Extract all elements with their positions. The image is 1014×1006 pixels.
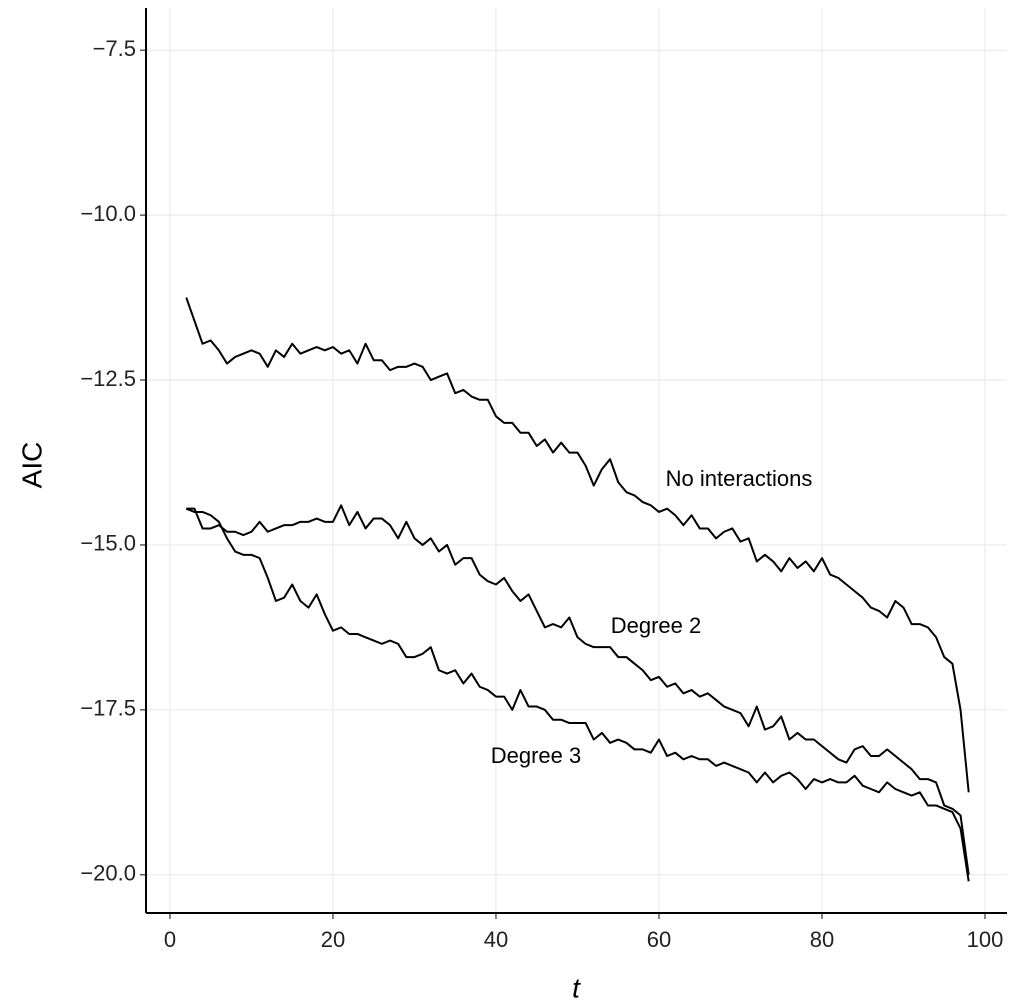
x-tick-label: 0 [164,927,176,952]
x-axis-title: t [572,972,581,1003]
y-tick-label: −17.5 [80,696,136,721]
series-line [185,297,970,793]
x-tick-label: 100 [967,927,1004,952]
x-tick-label: 40 [484,927,508,952]
x-tick-label: 80 [810,927,834,952]
series-line [186,504,970,875]
labels-layer: No interactions Degree 2 Degree 3 [491,466,813,768]
x-tick-label: 20 [321,927,345,952]
y-tick-label: −15.0 [80,531,136,556]
grid-layer [146,8,1007,913]
series-label: Degree 3 [491,743,582,768]
y-tick-label: −12.5 [80,366,136,391]
x-tick-label: 60 [647,927,671,952]
series-label: No interactions [666,466,813,491]
axes-layer: −7.5 −10.0 −12.5 −15.0 −17.5 −20.0 0 20 40 60 80 10… [80,8,1007,952]
y-axis-title: AIC [16,442,47,489]
series-label: Degree 2 [611,613,702,638]
series-line [185,507,970,882]
y-tick-label: −10.0 [80,201,136,226]
y-tick-label: −7.5 [93,36,136,61]
lines-layer [185,297,970,882]
y-tick-label: −20.0 [80,861,136,886]
